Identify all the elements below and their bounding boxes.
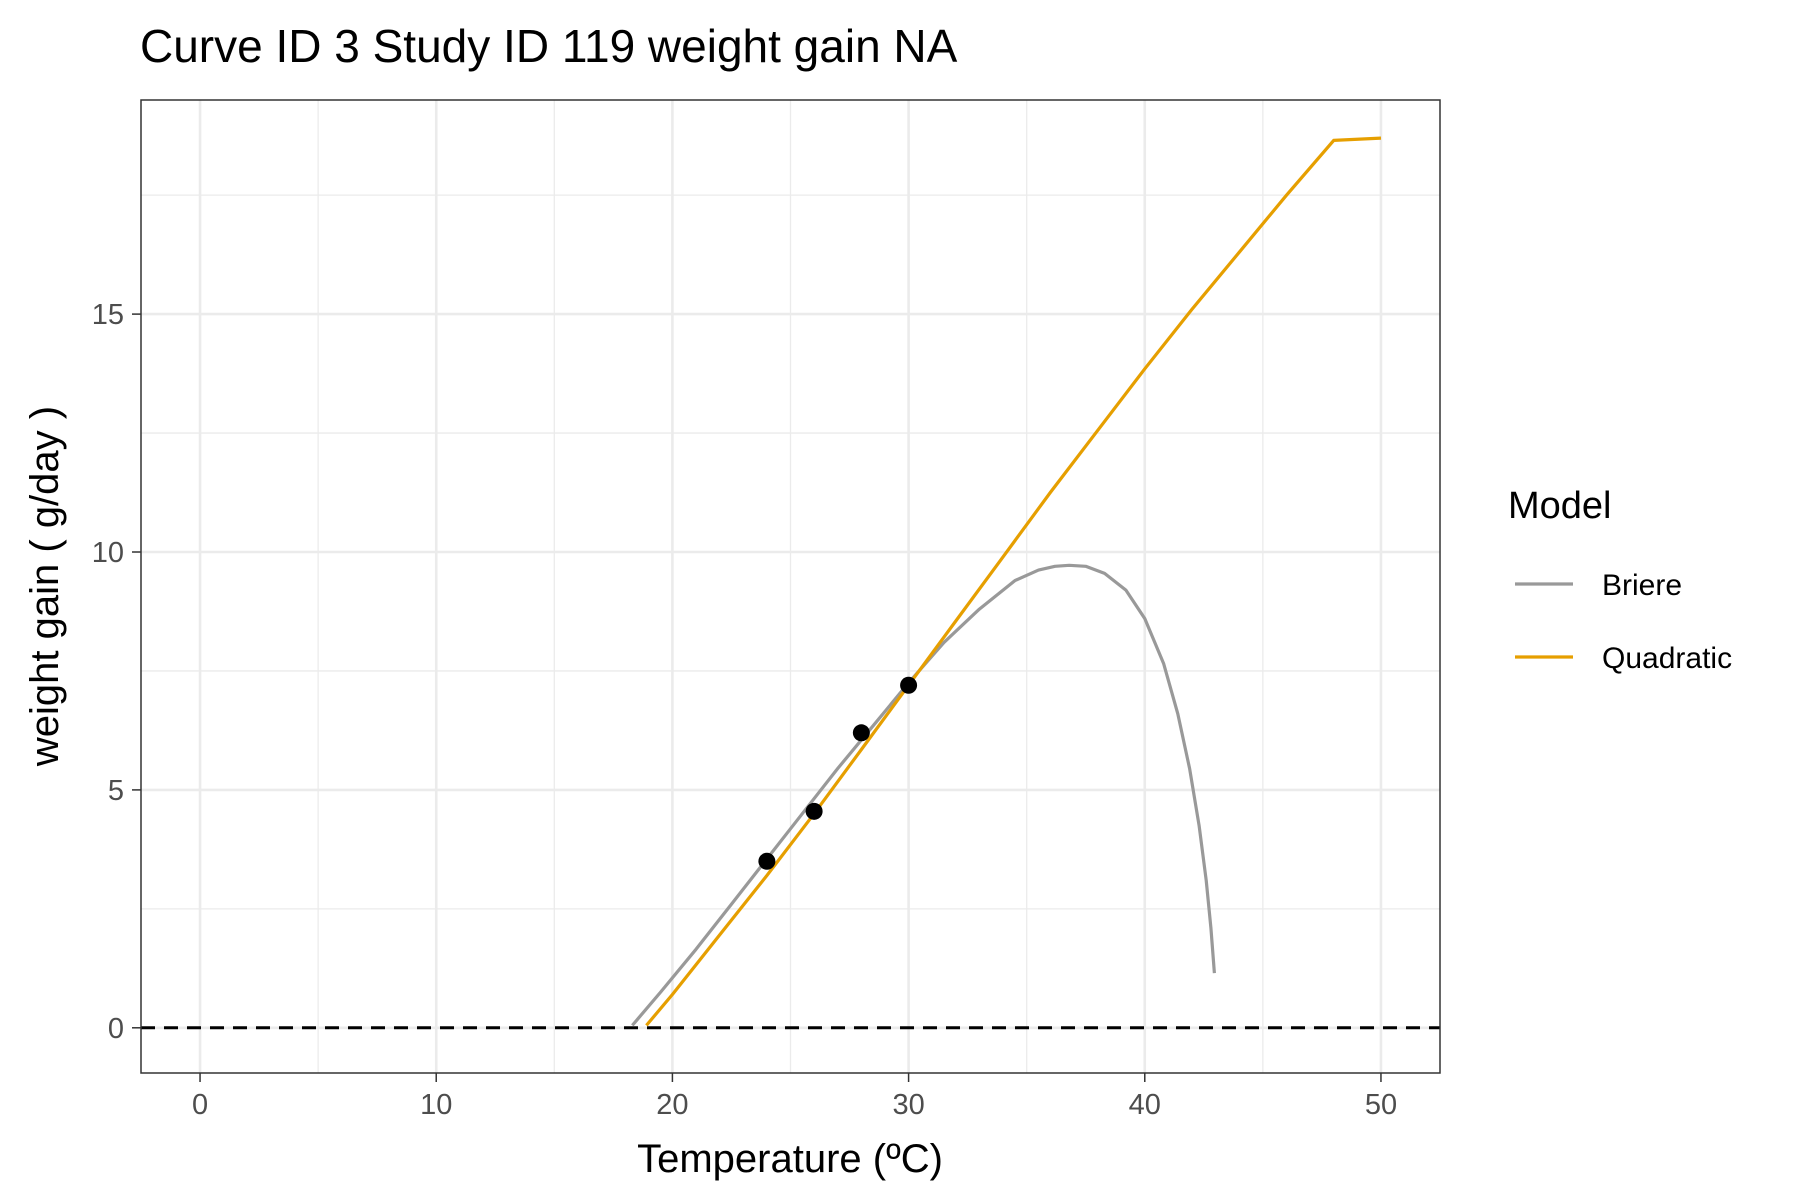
x-tick-label-5: 50: [1365, 1089, 1397, 1121]
legend-title: Model: [1508, 485, 1612, 527]
series-lines: [631, 136, 1382, 1027]
series-line-quadratic: [645, 136, 1382, 1027]
data-point-2: [852, 724, 870, 742]
chart-title: Curve ID 3 Study ID 119 weight gain NA: [140, 20, 958, 72]
legend-items: Briere Quadratic: [1515, 569, 1732, 675]
data-points: [758, 676, 918, 870]
y-tick-label-1: 5: [108, 775, 124, 807]
grid-minor: [141, 100, 1440, 1073]
x-tick-label-1: 10: [420, 1089, 452, 1121]
legend-label-briere: Briere: [1602, 569, 1682, 602]
plot-panel-border: [140, 99, 1441, 1074]
y-axis-title: weight gain ( g/day ): [23, 406, 67, 767]
data-point-1: [805, 802, 823, 820]
legend: Model Briere Quadratic: [1508, 485, 1732, 675]
x-axis: 0 10 20 30 40 50: [192, 1073, 1397, 1121]
x-tick-label-0: 0: [192, 1089, 208, 1121]
x-tick-label-3: 30: [892, 1089, 924, 1121]
x-tick-label-4: 40: [1129, 1089, 1161, 1121]
data-point-0: [758, 852, 776, 870]
y-axis: 0 5 10 15: [92, 299, 141, 1045]
x-tick-label-2: 20: [656, 1089, 688, 1121]
legend-label-quadratic: Quadratic: [1602, 642, 1732, 675]
data-point-3: [900, 676, 918, 694]
y-tick-label-0: 0: [108, 1013, 124, 1045]
x-axis-title: Temperature (ºC): [637, 1137, 943, 1181]
y-tick-label-3: 15: [92, 299, 124, 331]
grid-major: [141, 100, 1440, 1073]
y-tick-label-2: 10: [92, 537, 124, 569]
series-line-briere: [631, 563, 1216, 1027]
